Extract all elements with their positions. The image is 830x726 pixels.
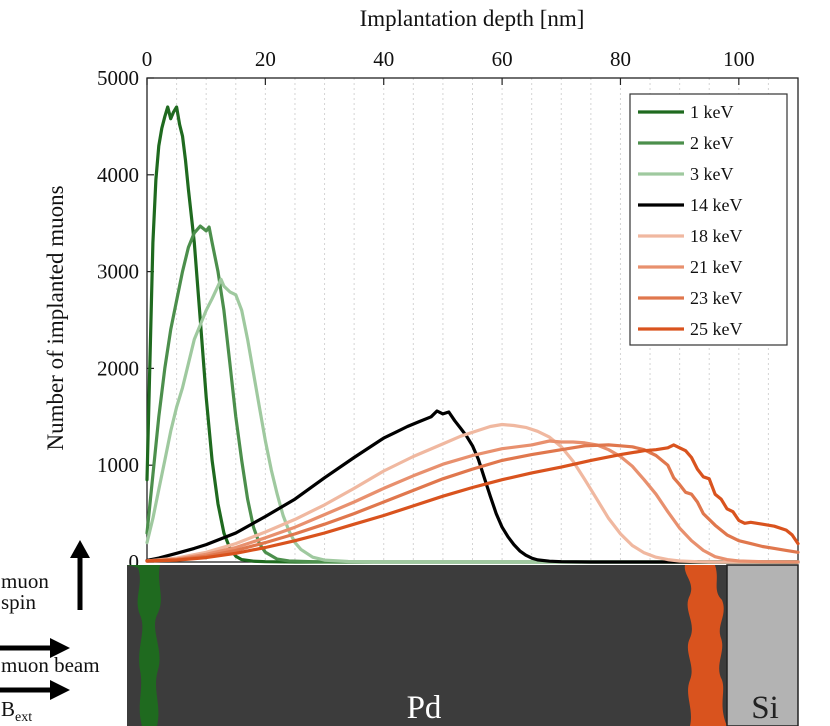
si-label: Si xyxy=(751,690,779,726)
y-tick-label: 3000 xyxy=(97,260,139,284)
x-axis-label: Implantation depth [nm] xyxy=(360,6,585,31)
series-line-14-kev xyxy=(145,409,800,564)
legend-label: 3 keV xyxy=(690,164,734,184)
legend-label: 14 keV xyxy=(690,195,743,215)
series-line-21-kev xyxy=(145,439,800,564)
si-substrate xyxy=(726,564,799,726)
legend: 1 keV 2 keV 3 keV 14 keV 18 keV 21 keV 23 keV 2… xyxy=(629,93,788,346)
pd-label: Pd xyxy=(407,690,442,726)
muon-beam-arrow xyxy=(0,638,70,658)
x-tick-label: 80 xyxy=(610,47,631,71)
x-tick-label: 20 xyxy=(255,47,276,71)
y-tick-label: 4000 xyxy=(97,163,139,187)
series-line-2-kev xyxy=(145,224,800,564)
front-layer xyxy=(127,565,161,726)
x-tick-label: 60 xyxy=(492,47,513,71)
y-tick-label: 5000 xyxy=(97,66,139,90)
series-line-3-kev xyxy=(145,277,800,564)
y-tick-label: 1000 xyxy=(97,453,139,477)
x-tick-label: 0 xyxy=(142,47,153,71)
legend-entries: 1 keV 2 keV 3 keV 14 keV 18 keV 21 keV 23 keV 2… xyxy=(638,102,743,339)
legend-label: 18 keV xyxy=(690,226,743,246)
legend-label: 25 keV xyxy=(690,319,743,339)
pd-layer xyxy=(127,565,727,726)
y-tick-label: 0 xyxy=(129,550,140,574)
x-tick-label: 100 xyxy=(723,47,755,71)
y-axis-label: Number of implanted muons xyxy=(43,185,68,450)
sample-schematic: Pd Si muon spin muon beam Bext xyxy=(0,540,799,726)
legend-label: 2 keV xyxy=(690,133,734,153)
series-line-1-kev xyxy=(145,105,800,564)
series-line-25-kev xyxy=(145,443,800,563)
legend-label: 21 keV xyxy=(690,257,743,277)
x-tick-label: 40 xyxy=(373,47,394,71)
legend-label: 23 keV xyxy=(690,288,743,308)
legend-box xyxy=(629,93,788,346)
series-line-23-kev xyxy=(145,443,800,563)
field-arrow xyxy=(0,680,70,700)
muon-spin-arrow xyxy=(70,540,90,610)
muon-beam-label: muon beam xyxy=(1,653,100,677)
legend-label: 1 keV xyxy=(690,102,734,122)
field-label: Bext xyxy=(1,697,32,725)
series-line-18-kev xyxy=(145,422,800,564)
data-series xyxy=(145,105,800,564)
y-tick-label: 2000 xyxy=(97,356,139,380)
muon-spin-label-line1: muon xyxy=(1,569,49,593)
back-layer xyxy=(684,565,727,726)
muon-spin-label-line2: spin xyxy=(1,590,37,614)
